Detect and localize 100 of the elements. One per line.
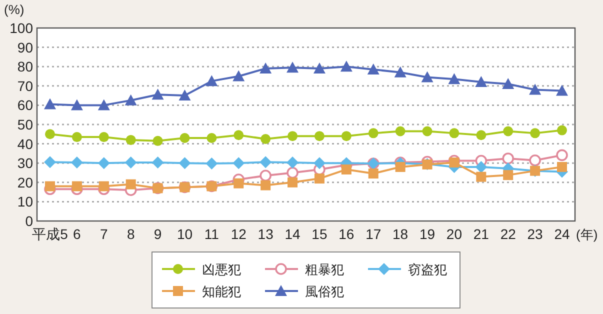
point	[394, 66, 406, 78]
point	[340, 60, 352, 72]
y-tick-label: 90	[17, 39, 34, 56]
point	[70, 99, 83, 110]
x-tick-label: 6	[73, 226, 82, 242]
x-tick-label: 18	[392, 226, 408, 242]
point	[206, 157, 218, 170]
point	[502, 78, 514, 89]
point	[72, 132, 82, 142]
legend-label: 風俗犯	[305, 284, 344, 299]
legend-label: 粗暴犯	[305, 262, 344, 277]
point	[152, 156, 164, 169]
point	[475, 76, 488, 88]
y-tick-label: 0	[25, 213, 34, 229]
y-tick-label: 30	[17, 155, 34, 172]
x-tick-label: 10	[176, 226, 193, 242]
x-tick-label: 8	[126, 226, 135, 242]
y-tick-label: 40	[17, 136, 34, 152]
point	[260, 156, 272, 168]
point	[314, 131, 324, 142]
point	[314, 174, 324, 184]
point	[44, 98, 56, 110]
legend-label: 凶悪犯	[202, 262, 241, 277]
x-tick-label: 24	[554, 226, 570, 242]
point	[124, 94, 137, 106]
point	[206, 133, 217, 144]
x-tick-label: 7	[100, 226, 108, 242]
point	[503, 170, 514, 180]
x-tick-label: 16	[338, 226, 354, 242]
point	[476, 130, 486, 140]
point	[341, 131, 352, 142]
y-axis-title: (%)	[4, 2, 24, 17]
point	[341, 164, 352, 174]
x-axis-title: (年)	[576, 227, 598, 242]
point	[530, 128, 540, 138]
point	[529, 84, 542, 95]
point	[288, 177, 298, 188]
x-tick-label: 22	[500, 226, 516, 242]
point	[98, 132, 109, 142]
point	[232, 70, 245, 82]
legend-label: 知能犯	[202, 284, 241, 299]
point	[449, 128, 460, 138]
point	[260, 170, 272, 182]
point	[476, 172, 486, 182]
point	[260, 62, 272, 74]
y-tick-label: 20	[17, 174, 34, 190]
point	[368, 128, 378, 138]
y-tick-label: 60	[17, 97, 34, 114]
point	[98, 181, 109, 192]
y-tick-label: 70	[17, 78, 34, 94]
point	[126, 134, 136, 145]
point	[260, 180, 271, 190]
x-tick-label: 13	[258, 226, 274, 242]
point	[98, 157, 110, 170]
x-tick-label: 12	[230, 226, 247, 242]
point	[395, 126, 406, 136]
x-tick-label: 14	[284, 226, 301, 242]
x-tick-label: 9	[154, 226, 162, 242]
point	[124, 156, 137, 169]
point	[448, 73, 460, 84]
point	[234, 130, 244, 140]
point	[557, 125, 567, 136]
point	[180, 133, 190, 144]
point	[234, 178, 244, 188]
point	[503, 126, 514, 136]
x-tick-label: 20	[446, 226, 462, 242]
point	[502, 152, 514, 164]
y-tick-label: 10	[17, 194, 34, 210]
point	[286, 166, 298, 179]
point	[529, 154, 541, 166]
point	[422, 126, 432, 136]
point	[178, 157, 191, 170]
point	[45, 129, 55, 140]
point	[313, 157, 326, 170]
point	[286, 156, 299, 169]
point	[475, 160, 488, 173]
x-tick-label: 15	[312, 226, 328, 242]
point	[70, 156, 83, 169]
point	[557, 162, 567, 172]
point	[206, 75, 218, 86]
point	[395, 162, 406, 172]
x-tick-label: 平成5	[32, 226, 68, 242]
point	[152, 136, 163, 146]
point	[368, 168, 378, 179]
point	[44, 156, 56, 168]
point	[98, 99, 110, 110]
point	[313, 62, 326, 74]
point	[126, 179, 136, 190]
point	[288, 131, 298, 142]
point	[72, 181, 82, 192]
point	[421, 71, 434, 82]
x-tick-label: 21	[473, 226, 490, 242]
point	[556, 149, 568, 162]
y-tick-label: 50	[17, 116, 34, 132]
x-tick-label: 17	[366, 226, 382, 242]
point	[367, 63, 380, 74]
legend-label: 窃盗犯	[408, 262, 447, 277]
y-tick-label: 100	[10, 20, 34, 36]
y-tick-label: 80	[17, 58, 34, 75]
point	[449, 158, 460, 168]
